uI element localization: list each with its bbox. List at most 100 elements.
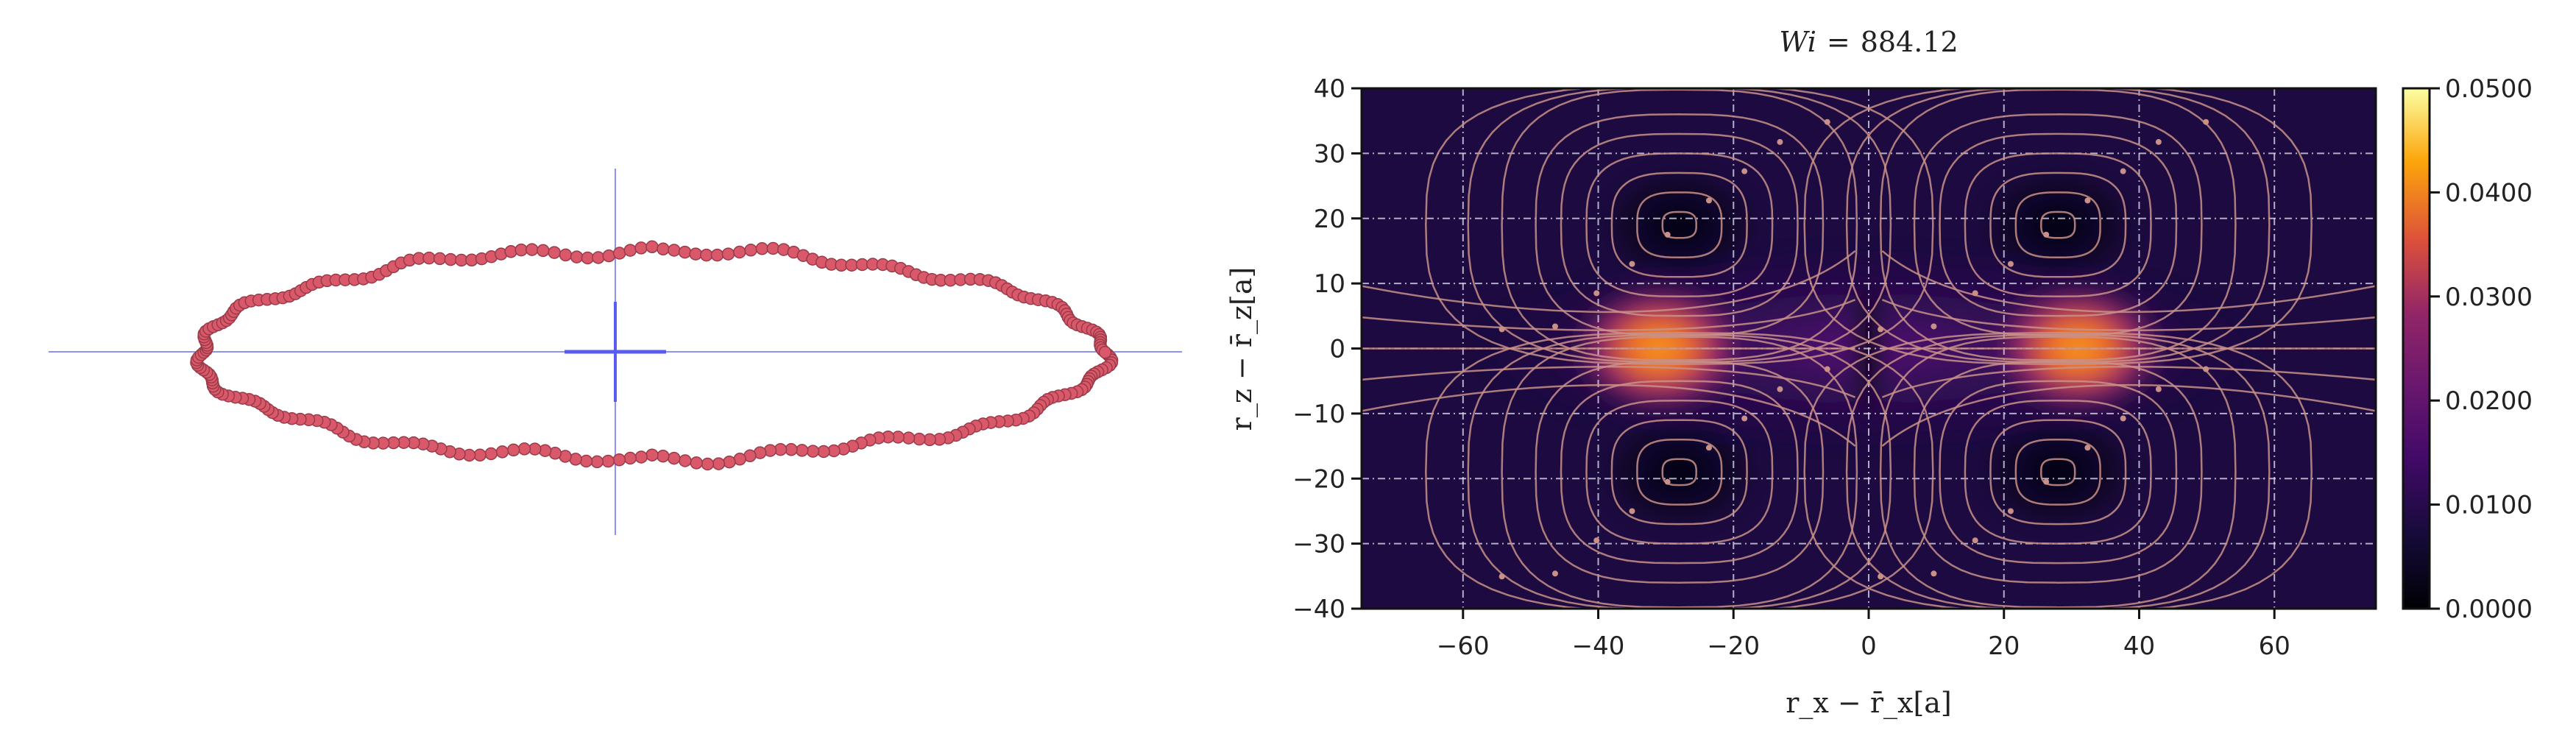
colorbar-tick-label: 0.0400 [2445,178,2533,208]
polymer-bead [700,248,713,262]
streamlines [1362,88,2376,609]
colorbar-gradient [2402,87,2431,610]
x-axis-label: r_x − r̄_x[a] [1786,687,1952,720]
streamline-arrow [1777,138,1783,145]
polymer-bead [668,451,681,465]
polymer-bead [1098,345,1112,359]
streamline [1913,113,2203,337]
colorbar-ticks: 0.0500 0.0400 0.0300 0.0200 0.0100 0.0000 [2430,74,2533,624]
polymer-bead [657,242,670,256]
streamline [2040,458,2076,486]
streamline [1362,250,1856,314]
polymer-bead [785,443,798,456]
polymer-bead [612,247,626,260]
polymer-bead [433,252,447,266]
streamline [1636,438,1723,506]
x-tick-label: −20 [1707,631,1760,661]
colorbar-tick-label: 0.0500 [2445,74,2533,104]
y-tick-label: 30 [1314,139,1345,169]
y-tick-label: 10 [1314,269,1345,299]
streamline [2014,438,2101,506]
streamline-arrow [1498,573,1505,580]
streamline-arrow [2007,261,2014,267]
colorbar-tick-label: 0.0100 [2445,491,2533,520]
streamline [1964,399,2152,545]
streamline-arrow [1551,323,1558,330]
polymer-bead [679,454,692,467]
polymer-snapshot-panel [49,169,1182,535]
streamline-arrow [1824,118,1830,125]
polymer-bead [806,445,820,458]
streamline-arrow [2007,508,2014,514]
streamline [1845,88,2271,364]
title-value: 884.12 [1861,26,1958,58]
streamline [1425,88,1934,365]
polymer-bead [645,240,659,254]
streamline [1803,88,2313,365]
polymer-bead [517,442,531,456]
y-tick-label: 20 [1314,205,1345,234]
x-tick-label: 60 [2259,631,2290,661]
polymer-bead [526,243,539,256]
streamline-arrow [1551,570,1558,577]
streamline [1585,399,1774,545]
polymer-bead [579,454,593,468]
streamline-arrow [2120,168,2126,174]
streamline-arrow [2203,118,2209,125]
streamline [1913,360,2203,584]
polymer-bead [723,455,736,469]
streamline-arrow [1878,326,1884,333]
streamline-arrow [2155,386,2162,392]
heatmap-area [1362,88,2376,609]
polymer-bead [634,450,648,464]
colorbar-tick-label: 0.0300 [2445,283,2533,312]
streamline-arrow [2120,415,2126,422]
streamline-arrow [1777,386,1783,392]
colorbar: 0.0500 0.0400 0.0300 0.0200 0.0100 0.0000 [2402,74,2533,624]
title-equals: = [1827,26,1850,58]
polymer-bead [817,445,830,459]
streamline-arrow [1629,261,1635,267]
streamline [1467,333,1892,609]
y-tick-label: −20 [1292,464,1345,494]
streamline-arrow [1593,537,1600,544]
streamline-arrow [1705,197,1712,204]
polymer-bead [645,448,659,461]
polymer-bead [537,244,550,258]
streamline [2014,191,2101,259]
polymer-bead [495,445,509,459]
streamline-arrow [1593,290,1600,297]
streamline [1989,419,2127,526]
streamline [1939,132,2178,317]
streamline-arrow [1741,168,1748,174]
streamline-arrow [1824,366,1830,372]
streamline [1881,383,2376,447]
title-symbol: Wi [1779,26,1816,58]
streamline-arrow [1931,323,1937,330]
streamline [1881,299,2376,331]
chart-title: Wi = 884.12 [1779,26,1958,58]
polymer-bead [710,248,724,262]
streamline [1610,171,1748,278]
polymer-bead [514,243,528,257]
heatmap-panel: Wi = 884.12 −60 −40 −20 0 20 40 60 40 30 20 10 0 −10 −2… [1225,26,2533,720]
polymer-bead [602,249,616,263]
polymer-bead [612,453,626,467]
streamline-arrow [2084,197,2091,204]
x-tick-label: 40 [2123,631,2155,661]
streamline-arrow [2043,478,2050,485]
polymer-bead [755,242,769,255]
polymer-bead [623,451,637,465]
polymer-bead [721,247,735,261]
vortex-core-dark [1976,166,2140,284]
streamline [2040,210,2076,239]
y-tick-label: −40 [1292,595,1345,624]
polymer-bead [634,241,648,255]
polymer-bead [422,251,436,265]
streamline [1362,299,1856,331]
streamline-arrow [2043,231,2050,238]
polymer-bead [592,251,605,264]
streamline [1636,191,1723,259]
streamline-arrow [1931,570,1937,577]
